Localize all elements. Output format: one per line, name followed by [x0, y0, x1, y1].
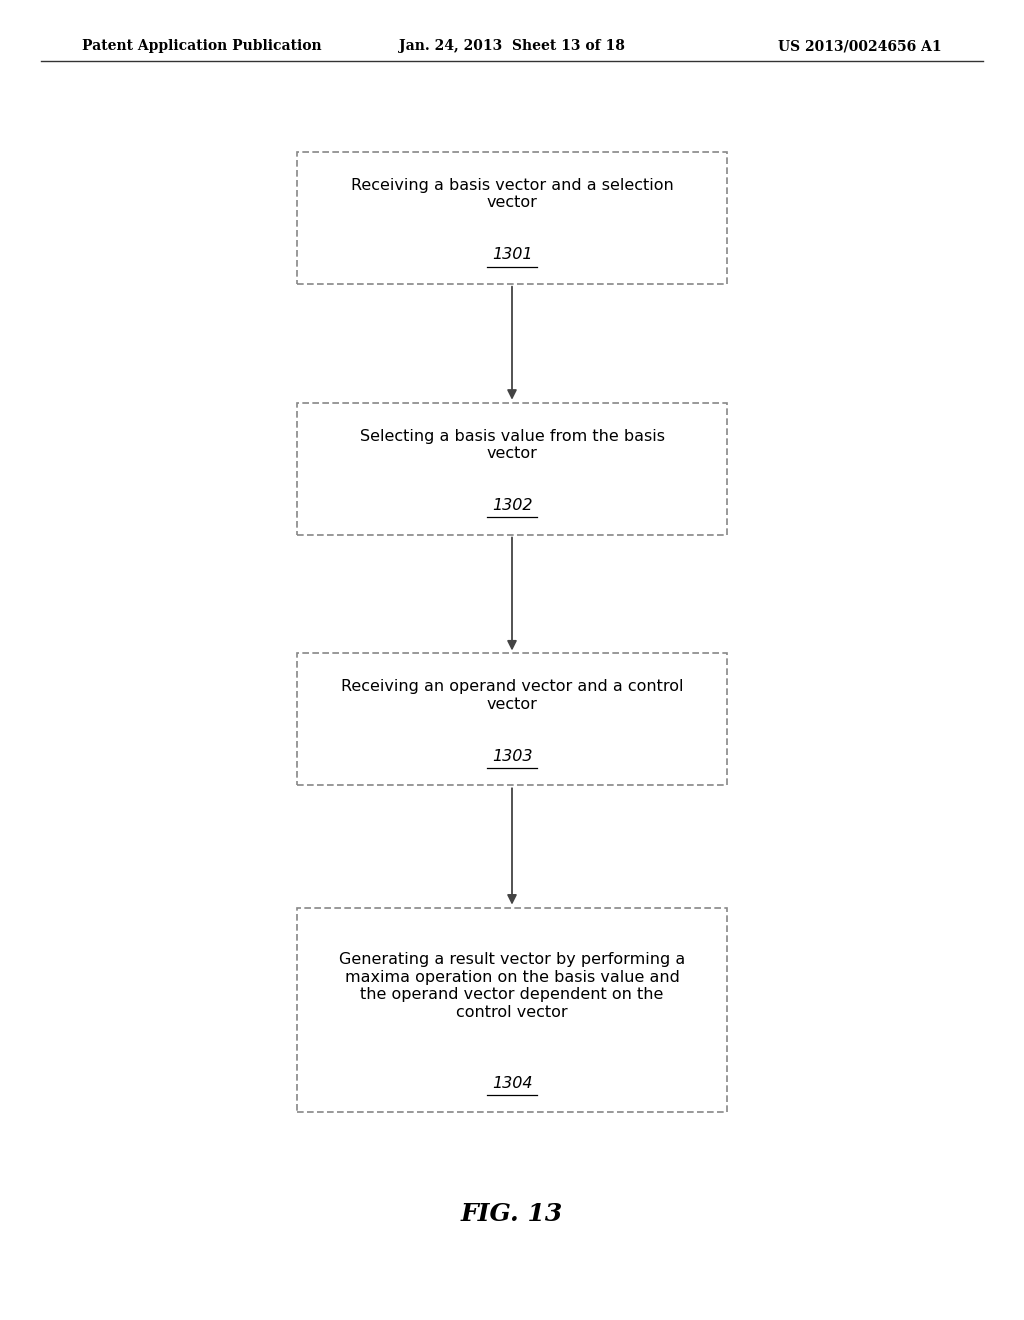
Text: Selecting a basis value from the basis
vector: Selecting a basis value from the basis v… — [359, 429, 665, 461]
Text: Generating a result vector by performing a
maxima operation on the basis value a: Generating a result vector by performing… — [339, 953, 685, 1019]
Text: 1302: 1302 — [492, 498, 532, 513]
Text: FIG. 13: FIG. 13 — [461, 1203, 563, 1226]
FancyBboxPatch shape — [297, 908, 727, 1111]
Text: 1301: 1301 — [492, 247, 532, 263]
Text: Jan. 24, 2013  Sheet 13 of 18: Jan. 24, 2013 Sheet 13 of 18 — [399, 40, 625, 53]
Text: Patent Application Publication: Patent Application Publication — [82, 40, 322, 53]
Text: US 2013/0024656 A1: US 2013/0024656 A1 — [778, 40, 942, 53]
FancyBboxPatch shape — [297, 152, 727, 284]
Text: Receiving an operand vector and a control
vector: Receiving an operand vector and a contro… — [341, 680, 683, 711]
Text: 1303: 1303 — [492, 748, 532, 764]
Text: Receiving a basis vector and a selection
vector: Receiving a basis vector and a selection… — [350, 178, 674, 210]
Text: 1304: 1304 — [492, 1076, 532, 1090]
FancyBboxPatch shape — [297, 653, 727, 785]
FancyBboxPatch shape — [297, 403, 727, 535]
